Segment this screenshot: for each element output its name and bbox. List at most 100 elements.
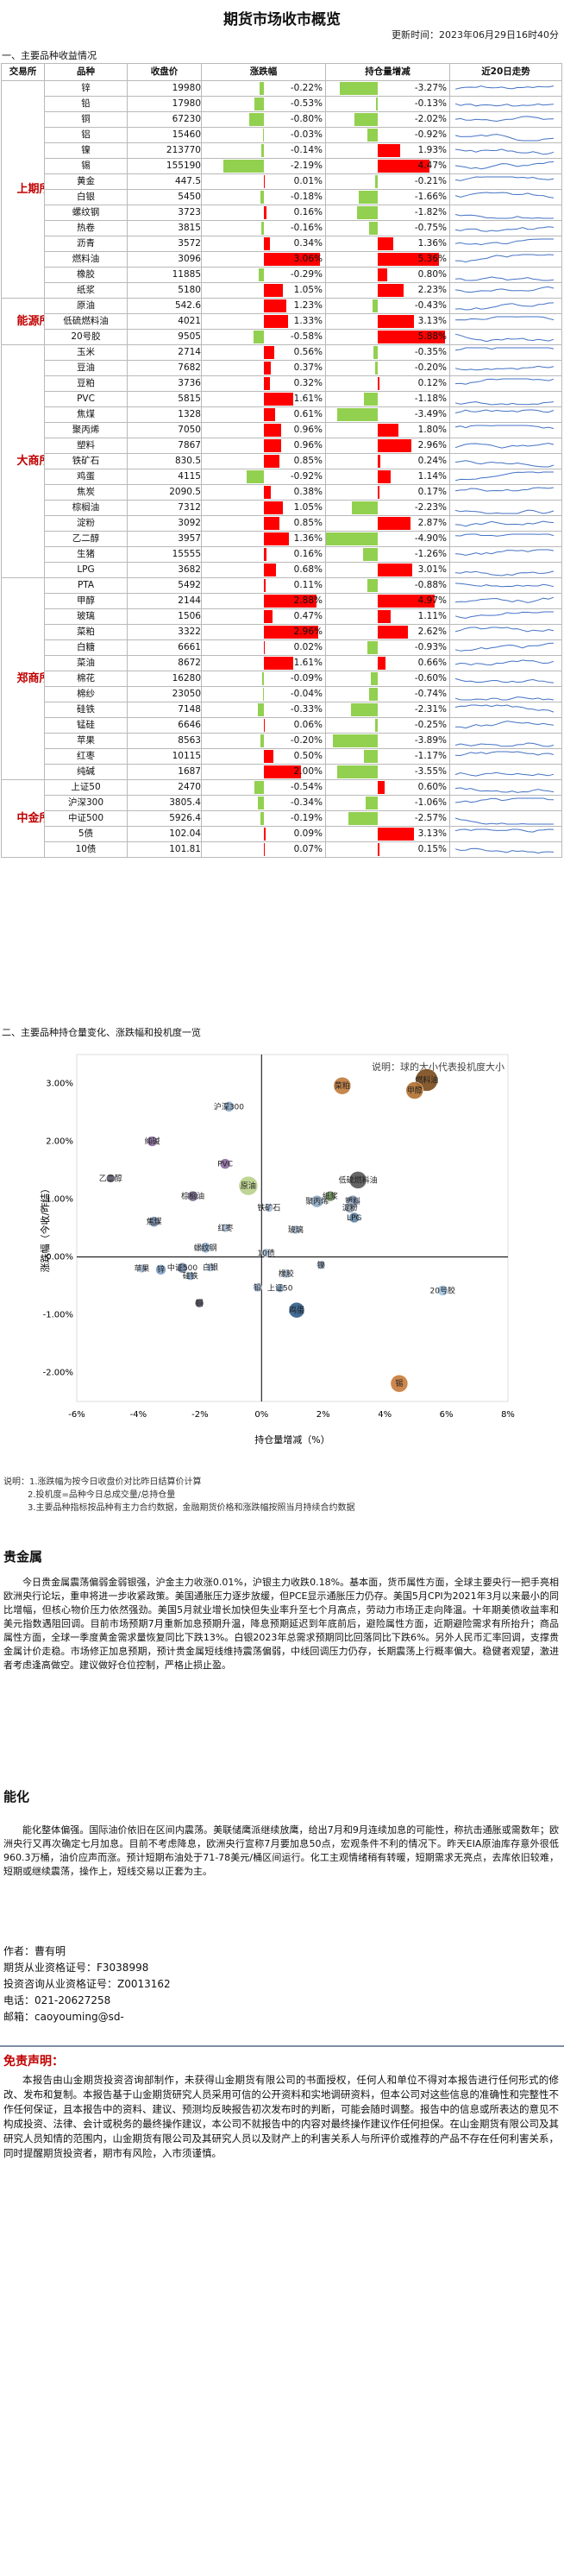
trend-cell [449,546,562,563]
close-price: 4115 [127,469,202,485]
exchange-name: 中金所 [16,812,44,825]
change-cell: 0.32% [201,375,326,392]
data-label: 苹果 [134,1263,149,1274]
open-interest-bar [378,610,391,623]
trend-cell [449,251,562,268]
note-2: 2.投机度=品种今日总成交量/总持仓量 [28,1490,176,1500]
product-name: 纸浆 [44,282,128,299]
open-interest-bar [371,672,378,685]
trend-sparkline [454,750,555,756]
table-row: 纸浆 5180 1.05% 2.23% [2,282,562,299]
open-interest-cell: -0.74% [325,686,450,702]
open-interest-cell: -4.90% [325,531,450,547]
change-bar [257,703,264,716]
close-price: 4021 [127,313,202,330]
product-name: 豆粕 [44,375,128,392]
change-bar [264,424,282,437]
change-cell: -0.53% [201,96,326,112]
change-cell: 1.33% [201,313,326,330]
close-price: 3805.4 [127,795,202,811]
y-tick-label: 0.00% [46,1253,73,1263]
change-cell: -0.18% [201,189,326,205]
data-label: 原油 [241,1181,256,1191]
open-interest-cell: 2.62% [325,624,450,640]
open-interest-value: -4.90% [414,533,447,544]
open-interest-value: 0.80% [417,269,447,280]
y-tick-label: 1.00% [46,1195,73,1205]
trend-sparkline [454,213,555,219]
update-time: 更新时间：2023年06月29日16时40分 [392,29,559,41]
close-price: 830.5 [127,453,202,469]
open-interest-value: -0.74% [414,689,447,699]
energy-text: 能化整体偏强。国际油价依旧在区间内震荡。美联储鹰派继续放鹰，给出7月和9月连续加… [3,1824,559,1877]
table-row: 苹果 8563 -0.20% -3.89% [2,733,562,749]
product-name: 菜油 [44,655,128,671]
open-interest-bar [378,657,385,670]
trend-cell [449,205,562,221]
table-row: 低硫燃料油 4021 1.33% 3.13% [2,313,562,330]
close-price: 542.6 [127,298,202,314]
note-1: 说明：1.涨跌幅为按今日收盘价对比昨日结算价计算 [3,1477,202,1487]
close-price: 8672 [127,655,202,671]
trend-sparkline [454,333,555,342]
open-interest-value: -1.66% [414,192,447,202]
open-interest-value: -1.17% [414,751,447,761]
change-value: 0.34% [293,238,323,249]
data-point [137,1263,147,1274]
open-interest-bar [352,501,378,514]
table-row: 螺纹钢 3723 0.16% -1.82% [2,205,562,221]
change-cell: 0.96% [201,422,326,438]
change-cell: 0.50% [201,748,326,765]
product-name: 低硫燃料油 [44,313,128,330]
close-price: 1506 [127,608,202,625]
trend-cell [449,593,562,609]
trend-cell [449,329,562,345]
exchange-cell: 中金所 [1,779,45,858]
open-interest-bar [365,797,378,809]
open-interest-value: 2.87% [417,518,447,528]
change-bar [260,82,264,95]
product-name: 热卷 [44,220,128,236]
close-price: 2470 [127,779,202,796]
product-name: 聚丙烯 [44,422,128,438]
exchange-name: 能源所 [16,315,44,328]
close-price: 3723 [127,205,202,221]
open-interest-value: 0.60% [417,782,447,792]
open-interest-cell: -0.92% [325,127,450,143]
data-point [291,1225,301,1235]
change-cell: -0.04% [201,686,326,702]
open-interest-value: 2.96% [417,440,447,450]
change-bar [253,331,264,343]
open-interest-cell: -0.13% [325,96,450,112]
open-interest-value: 2.62% [417,627,447,637]
open-interest-value: -0.60% [414,673,447,683]
change-bar [264,284,284,297]
trend-cell [449,189,562,205]
open-interest-bar [340,82,378,95]
change-value: 0.09% [293,828,323,839]
change-cell: 0.01% [201,173,326,190]
open-interest-cell: 0.60% [325,779,450,796]
trend-cell [449,655,562,671]
data-point [194,1298,204,1308]
column-header: 涨跌幅 [201,63,326,81]
trend-cell [449,779,562,796]
product-name: 铝 [44,127,128,143]
open-interest-value: -0.13% [414,98,447,109]
product-name: 焦煤 [44,406,128,423]
trend-cell [449,608,562,625]
open-interest-value: -0.75% [414,223,447,233]
y-tick-label: -2.00% [43,1369,73,1378]
close-price: 1687 [127,764,202,780]
trend-sparkline [454,442,555,449]
trend-sparkline [454,301,555,311]
table-row: 生猪 15555 0.16% -1.26% [2,546,562,563]
precious-text: 今日贵金属震荡偏弱金弱银强，沪金主力收涨0.01%，沪银主力收跌0.18%。基本… [3,1577,559,1671]
change-value: 0.06% [293,720,323,730]
open-interest-value: 4.97% [417,595,447,606]
close-price: 10115 [127,748,202,765]
open-interest-bar [378,331,446,343]
trend-cell [449,313,562,330]
change-value: 1.05% [293,285,323,295]
change-bar [264,237,271,250]
